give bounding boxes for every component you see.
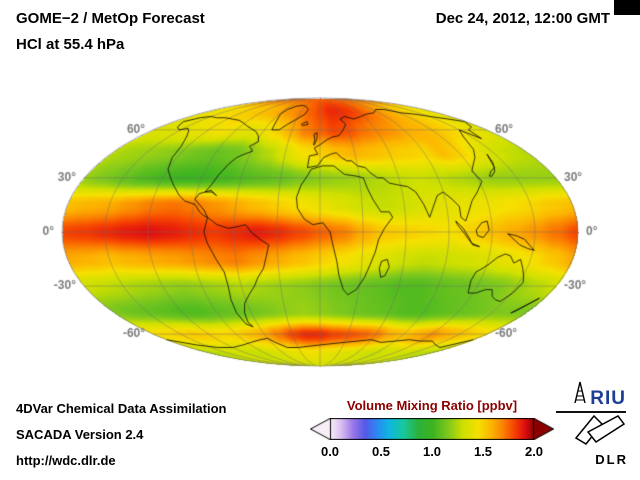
footer-credits: 4DVar Chemical Data Assimilation SACADA … xyxy=(16,396,227,474)
dlr-logo: DLR xyxy=(572,414,628,467)
colorbar-tick-4: 2.0 xyxy=(524,444,544,459)
colorbar: Volume Mixing Ratio [ppbv] 0.0 0.5 1.0 1… xyxy=(310,398,554,460)
riu-mast-icon xyxy=(572,380,588,409)
riu-wordmark: RIU xyxy=(590,388,626,409)
colorbar-ticks: 0.0 0.5 1.0 1.5 2.0 xyxy=(310,444,554,460)
colorbar-gradient xyxy=(310,418,554,440)
website-url: http://wdc.dlr.de xyxy=(16,453,116,468)
page-title: GOME−2 / MetOp Forecast xyxy=(16,10,205,27)
corner-black-box xyxy=(614,0,640,15)
colorbar-tick-3: 1.5 xyxy=(473,444,493,459)
dlr-wordmark: DLR xyxy=(595,452,628,467)
assimilation-label: 4DVar Chemical Data Assimilation xyxy=(16,401,227,416)
colorbar-tick-1: 0.5 xyxy=(371,444,391,459)
colorbar-title: Volume Mixing Ratio [ppbv] xyxy=(346,398,518,413)
riu-underline xyxy=(556,411,626,413)
colorbar-tick-2: 1.0 xyxy=(422,444,442,459)
colorbar-tick-0: 0.0 xyxy=(320,444,340,459)
timestamp: Dec 24, 2012, 12:00 GMT xyxy=(435,10,610,27)
version-label: SACADA Version 2.4 xyxy=(16,427,144,442)
riu-logo: RIU xyxy=(556,380,626,413)
page-subtitle: HCl at 55.4 hPa xyxy=(16,36,125,53)
dlr-swoosh-icon xyxy=(572,414,628,451)
